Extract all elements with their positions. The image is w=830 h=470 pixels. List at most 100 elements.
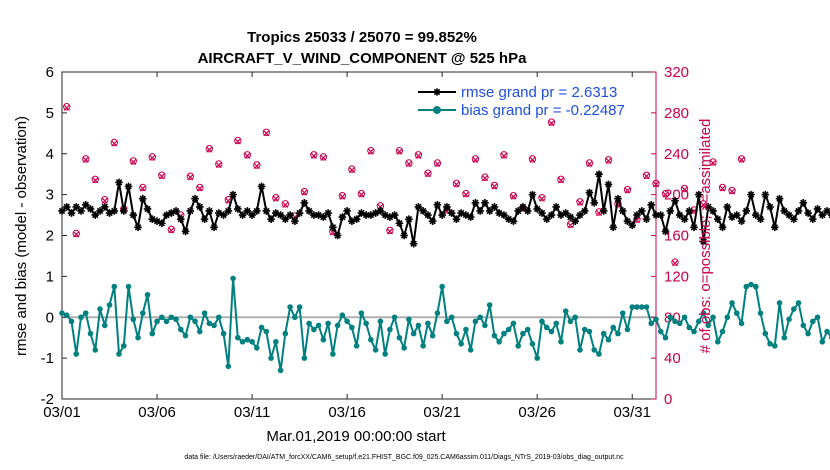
obs-assimilated-marker <box>348 167 355 174</box>
obs-possible-marker <box>357 189 366 198</box>
bias-point <box>387 326 393 333</box>
obs-assimilated-marker <box>681 186 688 193</box>
bias-point <box>596 351 602 357</box>
obs-assimilated-marker <box>158 173 165 180</box>
bias-point <box>805 330 811 337</box>
bias-point <box>819 338 826 345</box>
obs-possible-marker <box>718 183 727 192</box>
bias-point <box>406 316 412 323</box>
rmse-point <box>191 194 199 203</box>
bias-point <box>116 351 122 357</box>
x-tick-label: 03/11 <box>234 404 270 421</box>
rmse-point <box>153 217 161 225</box>
bias-point <box>467 347 474 353</box>
bias-series <box>59 275 830 374</box>
rmse-point <box>414 203 423 211</box>
rmse-point <box>443 203 451 211</box>
rmse-point <box>200 215 209 223</box>
y-left-tick-label: 4 <box>46 146 54 163</box>
rmse-point <box>557 211 565 219</box>
rmse-point <box>538 209 546 217</box>
obs-possible-marker <box>63 103 71 111</box>
bias-point <box>558 338 564 345</box>
bias-point <box>439 283 445 290</box>
rmse-point <box>799 199 808 207</box>
rmse-point <box>243 207 252 215</box>
bias-point <box>791 306 797 312</box>
rmse-point <box>272 209 280 217</box>
bias-point <box>158 314 165 321</box>
rmse-point <box>804 209 812 217</box>
y-axis-left-label: rmse and bias (model - observation) <box>13 116 30 356</box>
rmse-point <box>728 213 736 221</box>
rmse-point <box>452 215 461 223</box>
x-tick-label: 03/06 <box>138 404 176 421</box>
obs-possible-marker <box>110 138 118 147</box>
rmse-point <box>248 211 256 219</box>
bias-point <box>629 304 636 310</box>
bias-point <box>477 314 483 321</box>
rmse-point <box>466 213 475 221</box>
rmse-point <box>571 217 580 225</box>
bias-point <box>330 351 336 357</box>
bias-point <box>586 328 593 335</box>
bias-point <box>287 304 293 310</box>
rmse-point <box>324 209 332 217</box>
rmse-point <box>533 205 541 213</box>
bias-point <box>605 336 612 343</box>
rmse-point <box>623 217 632 225</box>
rmse-point <box>552 203 561 211</box>
bias-point <box>676 320 683 327</box>
rmse-point <box>348 217 356 225</box>
rmse-point <box>566 213 575 221</box>
obs-possible-marker <box>680 184 689 193</box>
bias-point <box>320 336 327 343</box>
bias-point <box>306 320 312 327</box>
rmse-point <box>633 211 641 219</box>
bias-point <box>377 318 384 325</box>
bias-point <box>695 318 702 325</box>
obs-assimilated-marker <box>215 161 222 169</box>
rmse-point <box>77 207 85 215</box>
bias-point <box>648 320 655 327</box>
rmse-point <box>352 215 361 223</box>
bias-point <box>216 314 222 321</box>
rmse-point <box>62 203 71 211</box>
bias-point <box>524 326 531 333</box>
obs-possible-marker <box>148 153 156 161</box>
bias-point <box>173 316 179 323</box>
rmse-point <box>419 207 427 215</box>
obs-possible-marker <box>566 220 575 228</box>
bias-point <box>244 336 251 343</box>
bias-point <box>273 338 279 345</box>
rmse-point <box>286 211 294 219</box>
rmse-point <box>732 211 741 219</box>
bias-point <box>729 300 735 306</box>
bias-point <box>368 336 374 343</box>
obs-assimilated-marker <box>624 187 631 194</box>
obs-possible-marker <box>91 175 99 183</box>
rmse-point <box>661 227 670 236</box>
bias-point <box>396 334 403 341</box>
x-tick-label: 03/31 <box>613 404 651 421</box>
x-axis-label: Mar.01,2019 00:00:00 start <box>266 428 446 445</box>
obs-possible-marker <box>538 193 546 202</box>
rmse-point <box>675 211 684 219</box>
y-left-tick-label: 1 <box>46 268 54 285</box>
bias-point <box>363 320 369 327</box>
bias-point <box>543 324 550 331</box>
rmse-point <box>471 199 480 207</box>
bias-point <box>263 328 270 335</box>
y-left-tick-label: 6 <box>46 64 54 81</box>
obs-assimilated-marker <box>529 156 536 163</box>
bias-point <box>415 322 422 329</box>
rmse-point <box>424 211 432 219</box>
rmse-point <box>186 207 195 215</box>
rmse-point <box>680 215 689 223</box>
rmse-point <box>96 207 104 215</box>
bias-point <box>657 328 664 335</box>
bias-point <box>634 304 640 310</box>
obs-assimilated-marker <box>310 152 317 159</box>
rmse-point <box>376 207 385 215</box>
obs-assimilated-marker <box>282 201 289 208</box>
